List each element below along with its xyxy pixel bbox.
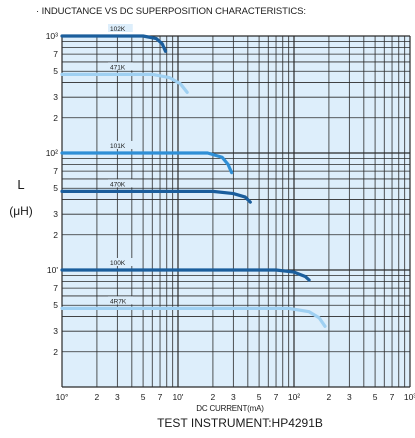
x-tick-label: 3 — [231, 392, 236, 402]
x-tick-label: 5 — [373, 392, 378, 402]
series-label-100k: 100K — [110, 260, 126, 267]
x-tick-label: 5 — [141, 392, 146, 402]
x-tick-label: 7 — [390, 392, 395, 402]
y-tick-label: 3 — [53, 209, 58, 219]
x-tick-label: 3 — [347, 392, 352, 402]
y-tick-label: 7 — [53, 166, 58, 176]
y-tick-label: 7 — [53, 283, 58, 293]
series-label-bg — [108, 258, 133, 266]
y-tick-label: 5 — [53, 183, 58, 193]
series-line-100k — [60, 268, 311, 282]
series-label-bg — [108, 24, 133, 32]
series-label-4r7k: 4R7K — [110, 298, 127, 305]
y-tick-label: 5 — [53, 300, 58, 310]
x-tick-label: 2 — [327, 392, 332, 402]
test-instrument-caption: TEST INSTRUMENT:HP4291B — [157, 416, 323, 430]
series-label-471k: 471K — [110, 64, 126, 71]
y-tick-label: 3 — [53, 326, 58, 336]
series-line-4r7k — [60, 306, 327, 328]
y-axis-unit: (μH) — [9, 204, 33, 218]
y-tick-label: 2 — [53, 230, 58, 240]
y-tick-label: 10³ — [46, 31, 58, 41]
y-tick-label: 10² — [46, 148, 58, 158]
x-tick-label: 10² — [288, 392, 300, 402]
series-label-bg — [108, 179, 133, 188]
x-tick-label: 10³ — [404, 392, 415, 402]
x-tick-label: 2 — [211, 392, 216, 402]
series-line-470k — [60, 189, 252, 204]
y-tick-label: 2 — [53, 113, 58, 123]
series-label-101k: 101K — [110, 143, 126, 150]
x-tick-label: 7 — [274, 392, 279, 402]
y-tick-label: 10' — [47, 265, 58, 275]
y-tick-label: 3 — [53, 92, 58, 102]
x-tick-label: 2 — [95, 392, 100, 402]
series-line-102k — [60, 34, 168, 53]
series-label-bg — [108, 62, 133, 71]
series-label-470k: 470K — [110, 181, 126, 188]
series-label-102k: 102K — [110, 26, 126, 33]
y-axis-label: L — [17, 177, 25, 192]
y-tick-label: 2 — [53, 347, 58, 357]
y-tick-label: 7 — [53, 49, 58, 59]
chart-title: · INDUCTANCE VS DC SUPERPOSITION CHARACT… — [36, 6, 306, 17]
series-label-bg — [108, 296, 133, 305]
series-line-471k — [60, 72, 189, 94]
series-line-101k — [60, 151, 234, 175]
series-label-bg — [108, 141, 133, 149]
x-tick-label: 10' — [172, 392, 183, 402]
y-tick-label: 5 — [53, 66, 58, 76]
plot-area — [62, 36, 410, 387]
x-tick-label: 10° — [56, 392, 69, 402]
x-axis-label: DC CURRENT(mA) — [196, 404, 264, 413]
x-tick-label: 7 — [158, 392, 163, 402]
x-tick-label: 3 — [115, 392, 120, 402]
x-tick-label: 5 — [257, 392, 262, 402]
